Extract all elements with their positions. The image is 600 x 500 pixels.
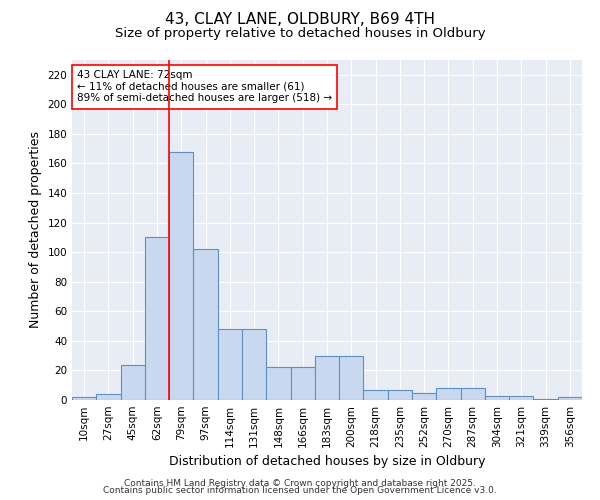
Y-axis label: Number of detached properties: Number of detached properties [29, 132, 42, 328]
Bar [315, 356, 339, 400]
Bar [72, 397, 96, 400]
Bar [461, 388, 485, 400]
Bar [96, 394, 121, 400]
Text: Contains HM Land Registry data © Crown copyright and database right 2025.: Contains HM Land Registry data © Crown c… [124, 478, 476, 488]
Text: Size of property relative to detached houses in Oldbury: Size of property relative to detached ho… [115, 28, 485, 40]
Text: 43, CLAY LANE, OLDBURY, B69 4TH: 43, CLAY LANE, OLDBURY, B69 4TH [165, 12, 435, 28]
Bar [193, 249, 218, 400]
Bar [558, 397, 582, 400]
Bar [388, 390, 412, 400]
Bar [412, 392, 436, 400]
Bar [436, 388, 461, 400]
Bar [339, 356, 364, 400]
X-axis label: Distribution of detached houses by size in Oldbury: Distribution of detached houses by size … [169, 456, 485, 468]
Bar [509, 396, 533, 400]
Bar [485, 396, 509, 400]
Bar [242, 329, 266, 400]
Text: Contains public sector information licensed under the Open Government Licence v3: Contains public sector information licen… [103, 486, 497, 495]
Bar [218, 329, 242, 400]
Text: 43 CLAY LANE: 72sqm
← 11% of detached houses are smaller (61)
89% of semi-detach: 43 CLAY LANE: 72sqm ← 11% of detached ho… [77, 70, 332, 103]
Bar [145, 238, 169, 400]
Bar [290, 368, 315, 400]
Bar [169, 152, 193, 400]
Bar [266, 368, 290, 400]
Bar [533, 398, 558, 400]
Bar [121, 364, 145, 400]
Bar [364, 390, 388, 400]
